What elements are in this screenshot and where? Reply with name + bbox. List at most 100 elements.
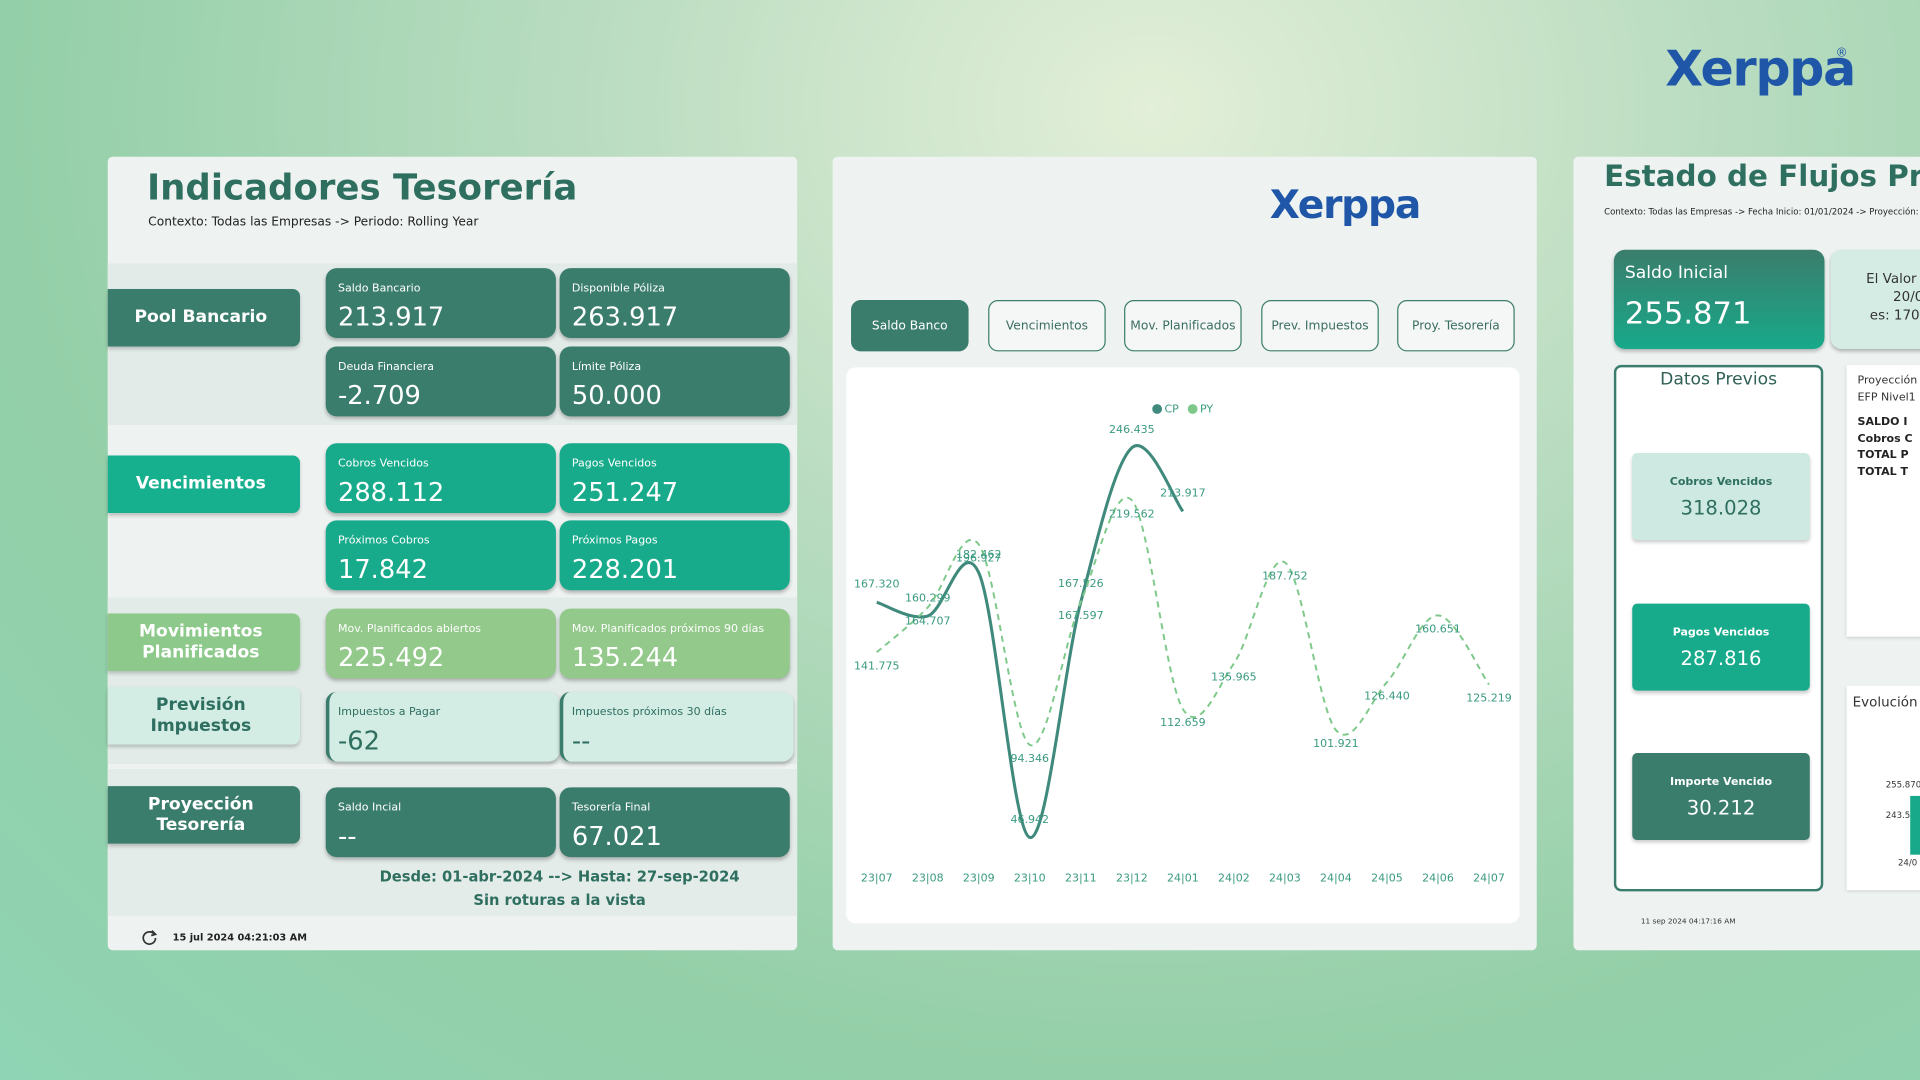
datos-card (1632, 453, 1810, 540)
data-label: 182.462 (956, 548, 1002, 561)
title: Estado de Flujos Proyectados (1604, 159, 1920, 194)
tab[interactable]: Proy. Tesorería (1397, 300, 1515, 352)
data-label: 164.707 (905, 615, 951, 628)
data-label: 101.921 (1313, 737, 1359, 750)
data-label: 219.562 (1109, 507, 1155, 520)
kpi-value: 67.021 (571, 821, 662, 852)
tab[interactable]: Prev. Impuestos (1261, 300, 1379, 352)
kpi-value: -2.709 (337, 380, 421, 411)
kpi-value: 213.917 (337, 302, 445, 332)
kpi-card (559, 443, 790, 514)
saldo-card (1613, 249, 1825, 349)
series-line (876, 496, 1490, 747)
kpi-label: Impuestos a Pagar (337, 706, 441, 719)
valor-line: El Valor (1866, 270, 1917, 287)
kpi-value: 263.917 (571, 302, 679, 332)
x-tick-label: 24|05 (1371, 872, 1403, 885)
evolucion-box (1846, 685, 1920, 891)
x-tick-label: 24|04 (1320, 872, 1352, 885)
datos-value: 287.816 (1680, 646, 1762, 670)
table-row: Cobros C (1857, 433, 1913, 446)
logo-mark: ® (1835, 46, 1848, 60)
context: Contexto: Todas las Empresas -> Periodo:… (148, 215, 479, 229)
kpi-value: -62 (337, 726, 380, 756)
data-label: 125.219 (1466, 692, 1512, 705)
title: Indicadores Tesorería (146, 166, 578, 209)
kpi-card (559, 268, 790, 338)
kpi-label: Límite Póliza (571, 361, 642, 374)
kpi-label: Mov. Planificados próximos 90 días (571, 623, 765, 636)
kpi-value: 50.000 (571, 380, 662, 411)
kpi-label: Pagos Vencidos (571, 457, 657, 471)
kpi-label: Disponible Póliza (571, 282, 665, 296)
datos-label: Importe Vencido (1669, 776, 1773, 789)
kpi-label: Próximos Cobros (337, 535, 430, 548)
range: Desde: 01-abr-2024 --> Hasta: 27-sep-202… (379, 868, 740, 886)
panel-logo: Xerppa (1269, 181, 1421, 228)
logo: Xerppa (1665, 41, 1856, 98)
group-label: Previsión Impuestos (150, 694, 252, 736)
legend-label: CP (1164, 403, 1179, 416)
tab[interactable]: Mov. Planificados (1124, 300, 1242, 352)
kpi-value: 251.247 (571, 477, 679, 507)
kpi-label: Impuestos próximos 30 días (571, 706, 727, 719)
x-tick-label: 24|06 (1422, 872, 1454, 885)
timestamp: 11 sep 2024 04:17:16 AM (1640, 917, 1736, 926)
data-label: 167.526 (1058, 577, 1104, 590)
x-tick-label: 24|02 (1218, 872, 1250, 885)
kpi-card (325, 346, 556, 417)
tab[interactable]: Vencimientos (988, 300, 1106, 352)
table-header: Proyección (1857, 374, 1918, 387)
kpi-value: 228.201 (571, 554, 679, 585)
data-label: 160.651 (1415, 622, 1461, 635)
x-tick-label: 23|10 (1014, 872, 1046, 885)
kpi-card (325, 520, 556, 591)
datos-value: 318.028 (1680, 495, 1762, 520)
data-label: 196.927 (956, 552, 1002, 565)
kpi-card (325, 787, 556, 858)
series-line (876, 444, 1185, 839)
evolucion-label: 24/0 (1897, 858, 1918, 869)
kpi-card (325, 443, 556, 514)
kpi-value: 135.244 (571, 642, 679, 673)
kpi-label: Tesorería Final (571, 802, 651, 815)
group-label: Proyección Tesorería (147, 794, 254, 835)
x-tick-label: 23|09 (963, 872, 995, 885)
refresh-icon[interactable] (141, 928, 158, 945)
datos-label: Pagos Vencidos (1672, 626, 1770, 640)
datos-value: 30.212 (1686, 795, 1756, 820)
datos-title: Datos Previos (1660, 369, 1778, 390)
kpi-card (559, 691, 794, 762)
x-tick-label: 23|12 (1116, 872, 1148, 885)
group-label-box (107, 613, 301, 672)
table-box (1846, 364, 1920, 637)
x-tick-label: 23|11 (1065, 872, 1097, 885)
kpi-card (559, 346, 790, 417)
timestamp: 15 jul 2024 04:21:03 AM (172, 931, 307, 943)
group-label-box (107, 786, 301, 844)
kpi-value: -- (337, 821, 357, 852)
x-tick-label: 24|03 (1269, 872, 1301, 885)
tab[interactable]: Saldo Banco (851, 300, 969, 352)
legend-swatch (1152, 404, 1163, 414)
kpi-card (559, 520, 790, 591)
data-label: 246.435 (1109, 423, 1155, 436)
kpi-label: Mov. Planificados abiertos (337, 623, 482, 636)
legend-swatch (1187, 404, 1198, 414)
x-tick-label: 24|01 (1167, 872, 1199, 885)
kpi-card (325, 691, 560, 762)
kpi-value: -- (571, 726, 591, 756)
kpi-card (325, 608, 556, 679)
data-label: 167.597 (1058, 609, 1104, 622)
datos-card (1632, 603, 1810, 691)
kpi-card (559, 608, 790, 679)
data-label: 213.917 (1160, 487, 1206, 500)
evolucion-label: 255.870 (1885, 780, 1920, 790)
x-tick-label: 23|07 (861, 872, 893, 885)
group-label: Pool Bancario (134, 307, 268, 327)
kpi-card (325, 268, 556, 338)
kpi-value: 17.842 (337, 554, 428, 585)
